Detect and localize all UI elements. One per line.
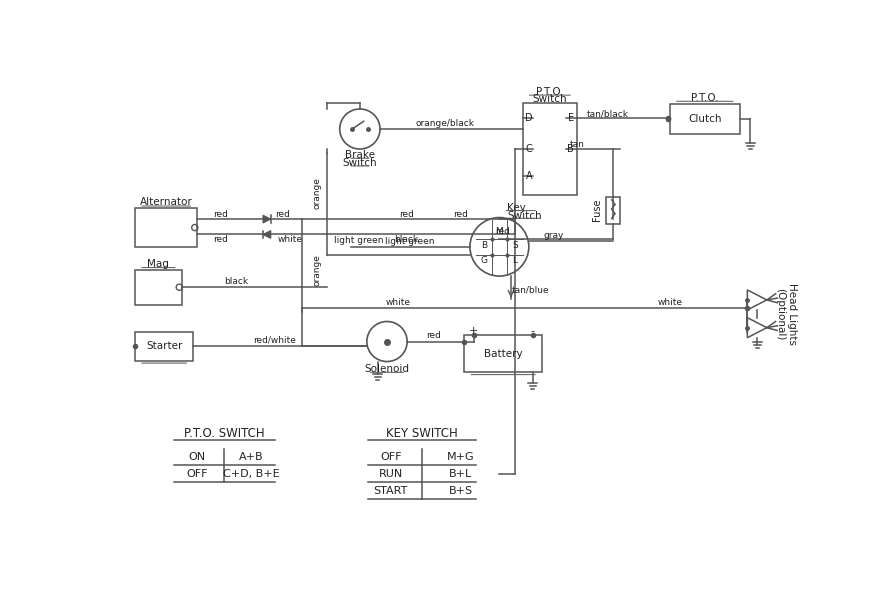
Text: red: red bbox=[426, 331, 441, 340]
Text: red: red bbox=[452, 210, 468, 219]
Text: orange: orange bbox=[312, 254, 321, 286]
Text: Fuse: Fuse bbox=[592, 199, 602, 221]
Text: ON: ON bbox=[189, 452, 206, 462]
Text: orange/black: orange/black bbox=[415, 119, 474, 128]
Text: Key: Key bbox=[507, 204, 526, 213]
Text: Mag: Mag bbox=[148, 259, 169, 268]
Text: P.T.O. SWITCH: P.T.O. SWITCH bbox=[184, 427, 265, 440]
Text: red: red bbox=[213, 235, 228, 243]
Text: Battery: Battery bbox=[484, 349, 522, 359]
Text: E: E bbox=[567, 113, 573, 123]
Bar bbox=[605, 197, 620, 224]
Text: G: G bbox=[480, 256, 487, 265]
Text: black: black bbox=[224, 276, 248, 286]
Text: OFF: OFF bbox=[186, 469, 207, 479]
Text: tan: tan bbox=[569, 140, 584, 149]
Text: orange: orange bbox=[312, 177, 321, 209]
Text: red: red bbox=[213, 210, 228, 219]
Text: D: D bbox=[525, 113, 532, 123]
Text: Brake: Brake bbox=[344, 150, 375, 160]
Text: P.T.O.: P.T.O. bbox=[690, 93, 718, 103]
Text: B: B bbox=[567, 144, 573, 154]
Text: S: S bbox=[511, 241, 517, 249]
Text: C+D, B+E: C+D, B+E bbox=[223, 469, 279, 479]
Text: Switch: Switch bbox=[507, 211, 541, 221]
Text: M+G: M+G bbox=[446, 452, 474, 462]
Text: red: red bbox=[494, 227, 510, 236]
Text: P.T.O.: P.T.O. bbox=[536, 87, 563, 97]
Text: red: red bbox=[399, 210, 413, 219]
Bar bbox=[135, 332, 193, 361]
Text: tan/blue: tan/blue bbox=[511, 286, 549, 294]
Text: B+S: B+S bbox=[448, 486, 472, 496]
Text: M: M bbox=[495, 227, 502, 236]
Text: red: red bbox=[274, 210, 290, 219]
Text: -: - bbox=[530, 326, 534, 336]
Text: Starter: Starter bbox=[146, 341, 182, 351]
Text: B: B bbox=[480, 241, 486, 249]
Text: light green: light green bbox=[333, 236, 383, 245]
Text: Alternator: Alternator bbox=[139, 197, 192, 207]
Text: RUN: RUN bbox=[378, 469, 402, 479]
Polygon shape bbox=[263, 215, 271, 223]
Text: OFF: OFF bbox=[380, 452, 401, 462]
Text: START: START bbox=[374, 486, 408, 496]
Text: A+B: A+B bbox=[239, 452, 264, 462]
Bar bbox=[522, 103, 577, 195]
Text: red/white: red/white bbox=[253, 335, 296, 345]
Bar bbox=[669, 104, 738, 134]
Text: Switch: Switch bbox=[342, 158, 376, 168]
Text: Switch: Switch bbox=[532, 94, 567, 104]
Bar bbox=[135, 270, 181, 305]
Text: C: C bbox=[525, 144, 532, 154]
Bar bbox=[135, 208, 197, 247]
Text: white: white bbox=[656, 298, 681, 306]
Text: tan/black: tan/black bbox=[586, 109, 628, 118]
Text: L: L bbox=[511, 256, 517, 265]
Text: Head Lights
(Optional): Head Lights (Optional) bbox=[774, 283, 796, 345]
Text: +: + bbox=[468, 326, 478, 336]
Bar bbox=[464, 335, 542, 372]
Text: KEY SWITCH: KEY SWITCH bbox=[385, 427, 457, 440]
Text: white: white bbox=[385, 298, 410, 306]
Text: A: A bbox=[525, 171, 532, 181]
Text: light green: light green bbox=[385, 237, 434, 246]
Text: Clutch: Clutch bbox=[687, 114, 721, 124]
Text: black: black bbox=[394, 235, 418, 243]
Text: Solenoid: Solenoid bbox=[364, 364, 409, 375]
Text: white: white bbox=[277, 235, 302, 243]
Text: gray: gray bbox=[543, 230, 563, 240]
Polygon shape bbox=[263, 230, 271, 238]
Text: B+L: B+L bbox=[449, 469, 472, 479]
